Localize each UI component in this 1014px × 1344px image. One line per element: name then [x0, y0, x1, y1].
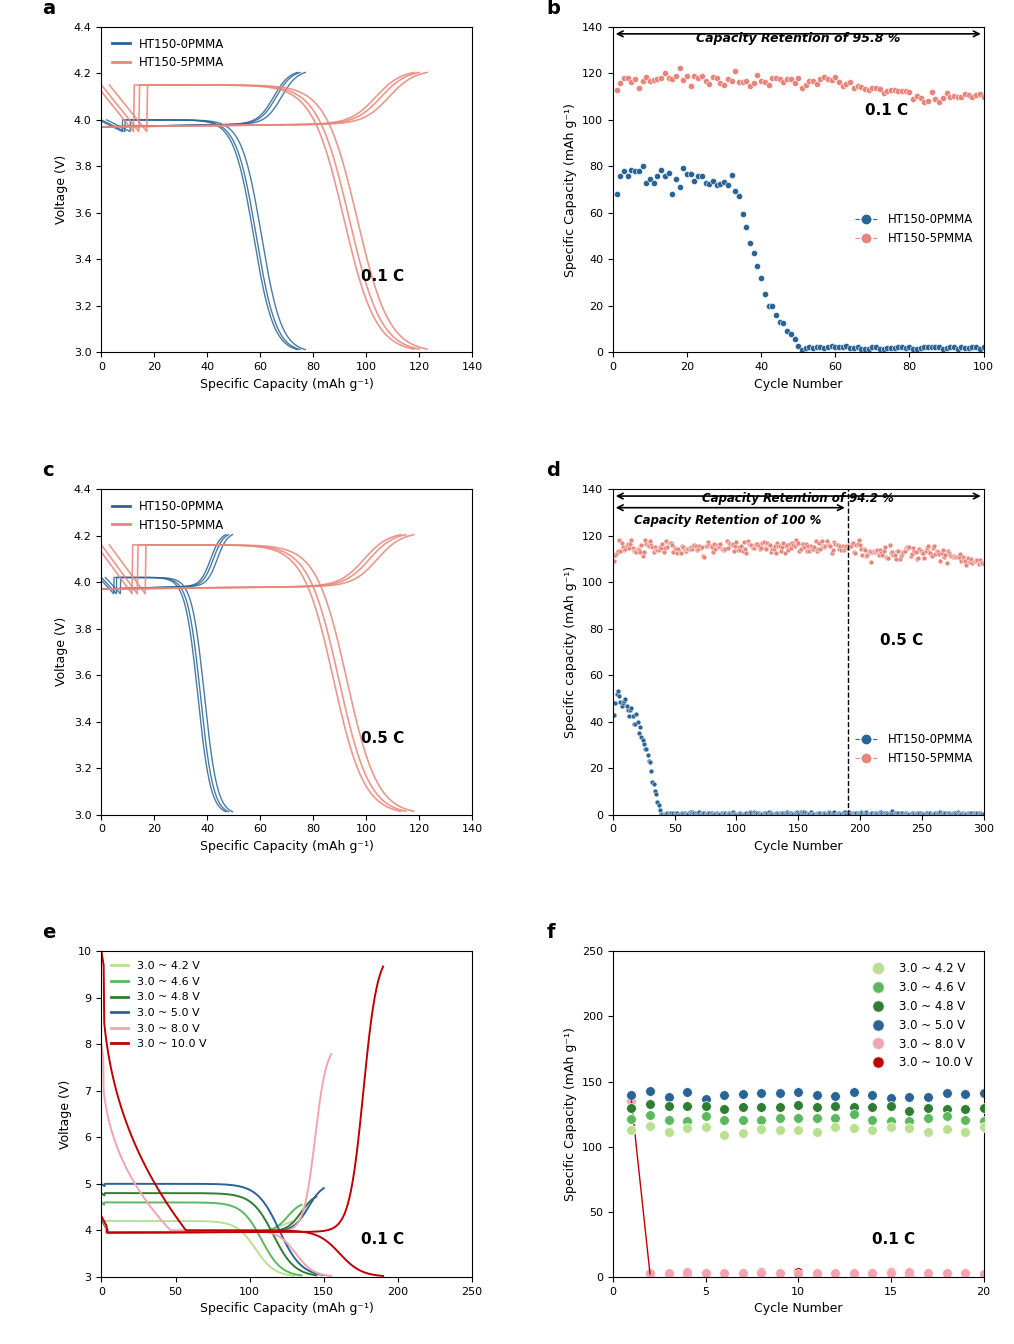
X-axis label: Cycle Number: Cycle Number: [754, 1302, 843, 1314]
Legend: 3.0 ~ 4.2 V, 3.0 ~ 4.6 V, 3.0 ~ 4.8 V, 3.0 ~ 5.0 V, 3.0 ~ 8.0 V, 3.0 ~ 10.0 V: 3.0 ~ 4.2 V, 3.0 ~ 4.6 V, 3.0 ~ 4.8 V, 3…: [106, 957, 211, 1054]
X-axis label: Cycle Number: Cycle Number: [754, 378, 843, 391]
Y-axis label: Specific capacity (mAh g⁻¹): Specific capacity (mAh g⁻¹): [564, 566, 577, 738]
Legend: HT150-0PMMA, HT150-5PMMA: HT150-0PMMA, HT150-5PMMA: [107, 495, 229, 536]
Y-axis label: Voltage (V): Voltage (V): [55, 155, 68, 224]
Text: 0.5 C: 0.5 C: [880, 633, 923, 648]
Text: Capacity Retention of 94.2 %: Capacity Retention of 94.2 %: [703, 492, 894, 505]
Text: e: e: [43, 923, 56, 942]
Text: b: b: [547, 0, 560, 17]
Text: 0.5 C: 0.5 C: [361, 731, 405, 746]
Legend: 3.0 ~ 4.2 V, 3.0 ~ 4.6 V, 3.0 ~ 4.8 V, 3.0 ~ 5.0 V, 3.0 ~ 8.0 V, 3.0 ~ 10.0 V: 3.0 ~ 4.2 V, 3.0 ~ 4.6 V, 3.0 ~ 4.8 V, 3…: [862, 957, 977, 1074]
Text: 0.1 C: 0.1 C: [865, 102, 909, 118]
Y-axis label: Specific Capacity (mAh g⁻¹): Specific Capacity (mAh g⁻¹): [564, 102, 577, 277]
Text: Capacity Retention of 95.8 %: Capacity Retention of 95.8 %: [696, 32, 900, 44]
X-axis label: Specific Capacity (mAh g⁻¹): Specific Capacity (mAh g⁻¹): [200, 1302, 374, 1314]
Legend: HT150-0PMMA, HT150-5PMMA: HT150-0PMMA, HT150-5PMMA: [850, 208, 977, 250]
Text: f: f: [547, 923, 555, 942]
Y-axis label: Specific Capacity (mAh g⁻¹): Specific Capacity (mAh g⁻¹): [564, 1027, 577, 1202]
Legend: HT150-0PMMA, HT150-5PMMA: HT150-0PMMA, HT150-5PMMA: [850, 728, 977, 770]
Text: 0.1 C: 0.1 C: [361, 269, 404, 284]
Text: 0.1 C: 0.1 C: [361, 1232, 404, 1247]
Text: d: d: [547, 461, 560, 480]
Text: c: c: [43, 461, 54, 480]
Text: 0.1 C: 0.1 C: [872, 1232, 916, 1247]
Y-axis label: Voltage (V): Voltage (V): [55, 617, 68, 687]
Y-axis label: Voltage (V): Voltage (V): [59, 1079, 72, 1149]
X-axis label: Cycle Number: Cycle Number: [754, 840, 843, 853]
Text: a: a: [43, 0, 55, 17]
Text: Capacity Retention of 100 %: Capacity Retention of 100 %: [634, 513, 821, 527]
X-axis label: Specific Capacity (mAh g⁻¹): Specific Capacity (mAh g⁻¹): [200, 378, 374, 391]
X-axis label: Specific Capacity (mAh g⁻¹): Specific Capacity (mAh g⁻¹): [200, 840, 374, 853]
Legend: HT150-0PMMA, HT150-5PMMA: HT150-0PMMA, HT150-5PMMA: [107, 32, 229, 74]
